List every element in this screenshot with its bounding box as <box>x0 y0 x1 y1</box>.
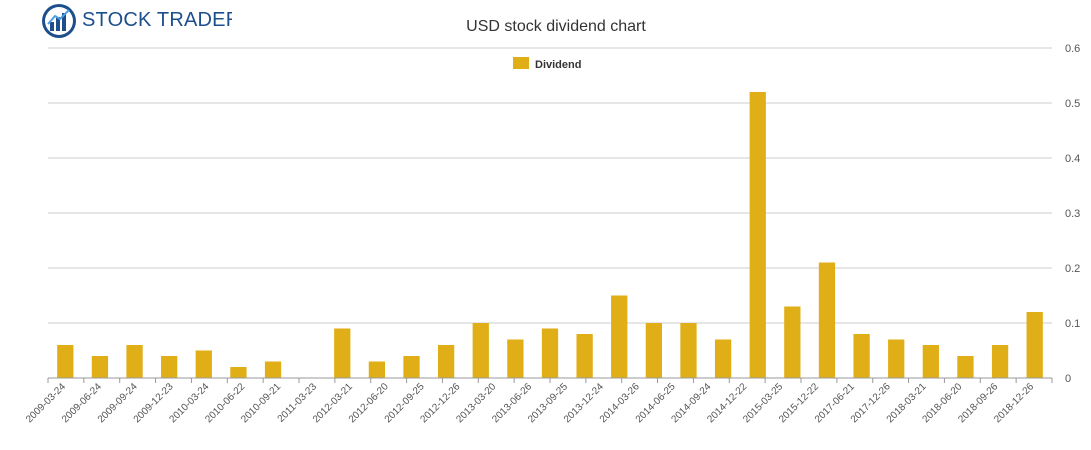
legend: Dividend <box>513 57 581 71</box>
bar <box>957 356 974 378</box>
bar <box>230 367 247 378</box>
bar <box>507 339 524 378</box>
y-tick-label: 0 <box>1065 373 1071 385</box>
bar <box>922 345 939 378</box>
bar <box>91 356 109 378</box>
legend-label: Dividend <box>535 59 581 71</box>
bar <box>991 345 1009 378</box>
bars <box>57 92 1043 378</box>
grid-lines <box>48 47 1052 379</box>
y-tick-label: 0.2 <box>1065 263 1080 275</box>
bar <box>888 339 905 378</box>
bar <box>472 323 489 378</box>
bar <box>853 334 870 378</box>
y-tick-label: 0.4 <box>1065 153 1080 165</box>
y-tick-label: 0.1 <box>1065 318 1080 330</box>
y-tick-label: 0.5 <box>1065 98 1080 110</box>
bar <box>818 262 836 378</box>
bar <box>1026 312 1043 378</box>
bar <box>611 295 628 378</box>
bar <box>57 345 74 378</box>
bar <box>264 361 282 378</box>
bar <box>749 92 766 378</box>
logo-text: STOCK TRADERS <box>82 9 232 31</box>
bar <box>541 328 559 378</box>
bar <box>576 334 593 378</box>
y-tick-label: 0.3 <box>1065 208 1080 220</box>
bar <box>784 306 801 378</box>
bar <box>645 323 662 378</box>
bar <box>403 356 420 378</box>
bar <box>714 339 732 378</box>
bar <box>334 328 351 378</box>
legend-swatch <box>513 57 529 69</box>
x-axis: 2009-03-242009-06-242009-09-242009-12-23… <box>24 377 1053 425</box>
chart-title: USD stock dividend chart <box>466 18 646 35</box>
bar <box>195 350 212 378</box>
logo: STOCK TRADERS <box>40 2 232 40</box>
bar <box>126 345 143 378</box>
y-axis-ticks: 0 0.1 0.2 0.3 0.4 0.5 0.6 <box>1065 43 1080 385</box>
bar <box>680 323 697 378</box>
bar <box>438 345 455 378</box>
chart-logo-icon <box>42 4 76 38</box>
bar <box>161 356 178 378</box>
y-tick-label: 0.6 <box>1065 43 1080 55</box>
bar <box>368 361 386 378</box>
